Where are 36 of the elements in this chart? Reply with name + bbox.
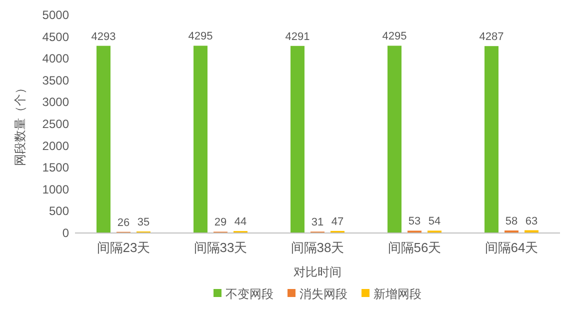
data-label: 35 [137, 216, 150, 228]
legend-label: 不变网段 [226, 287, 274, 301]
data-label: 31 [311, 216, 324, 229]
y-tick-label: 2500 [42, 117, 70, 131]
y-tick-label: 0 [62, 226, 70, 240]
data-label: 54 [428, 216, 441, 228]
y-tick-label: 5000 [42, 8, 70, 22]
y-tick-label: 3500 [42, 73, 70, 88]
legend-label: 消失网段 [300, 287, 348, 301]
y-tick-label: 4500 [42, 30, 70, 44]
data-label: 47 [331, 216, 344, 228]
x-tick-label: 间隔56天 [388, 240, 442, 255]
x-axis-title: 对比时间 [294, 265, 342, 279]
y-tick-label: 3000 [42, 95, 70, 110]
data-label: 4295 [382, 30, 407, 43]
x-tick-label: 间隔33天 [194, 240, 248, 255]
x-tick-label: 间隔38天 [290, 240, 344, 255]
y-tick-label: 1000 [42, 182, 70, 196]
x-tick-label: 间隔23天 [96, 240, 150, 255]
data-label: 26 [117, 216, 130, 229]
data-label: 4293 [91, 30, 116, 43]
data-label: 29 [214, 216, 227, 229]
y-tick-label: 2000 [42, 138, 70, 153]
data-label: 4287 [479, 31, 504, 44]
data-label: 4291 [285, 30, 310, 43]
data-label: 44 [234, 216, 247, 228]
y-tick-label: 1500 [42, 160, 70, 175]
data-label: 58 [505, 215, 518, 228]
y-tick-label: 4000 [42, 52, 70, 66]
x-tick-label: 间隔64天 [484, 240, 538, 255]
y-axis-title: 网段数量（个） [13, 82, 27, 166]
data-label: 4295 [188, 30, 213, 43]
data-label: 53 [408, 216, 421, 228]
data-label: 63 [525, 215, 538, 228]
legend-label: 新增网段 [374, 287, 422, 301]
y-tick-label: 500 [48, 204, 70, 218]
